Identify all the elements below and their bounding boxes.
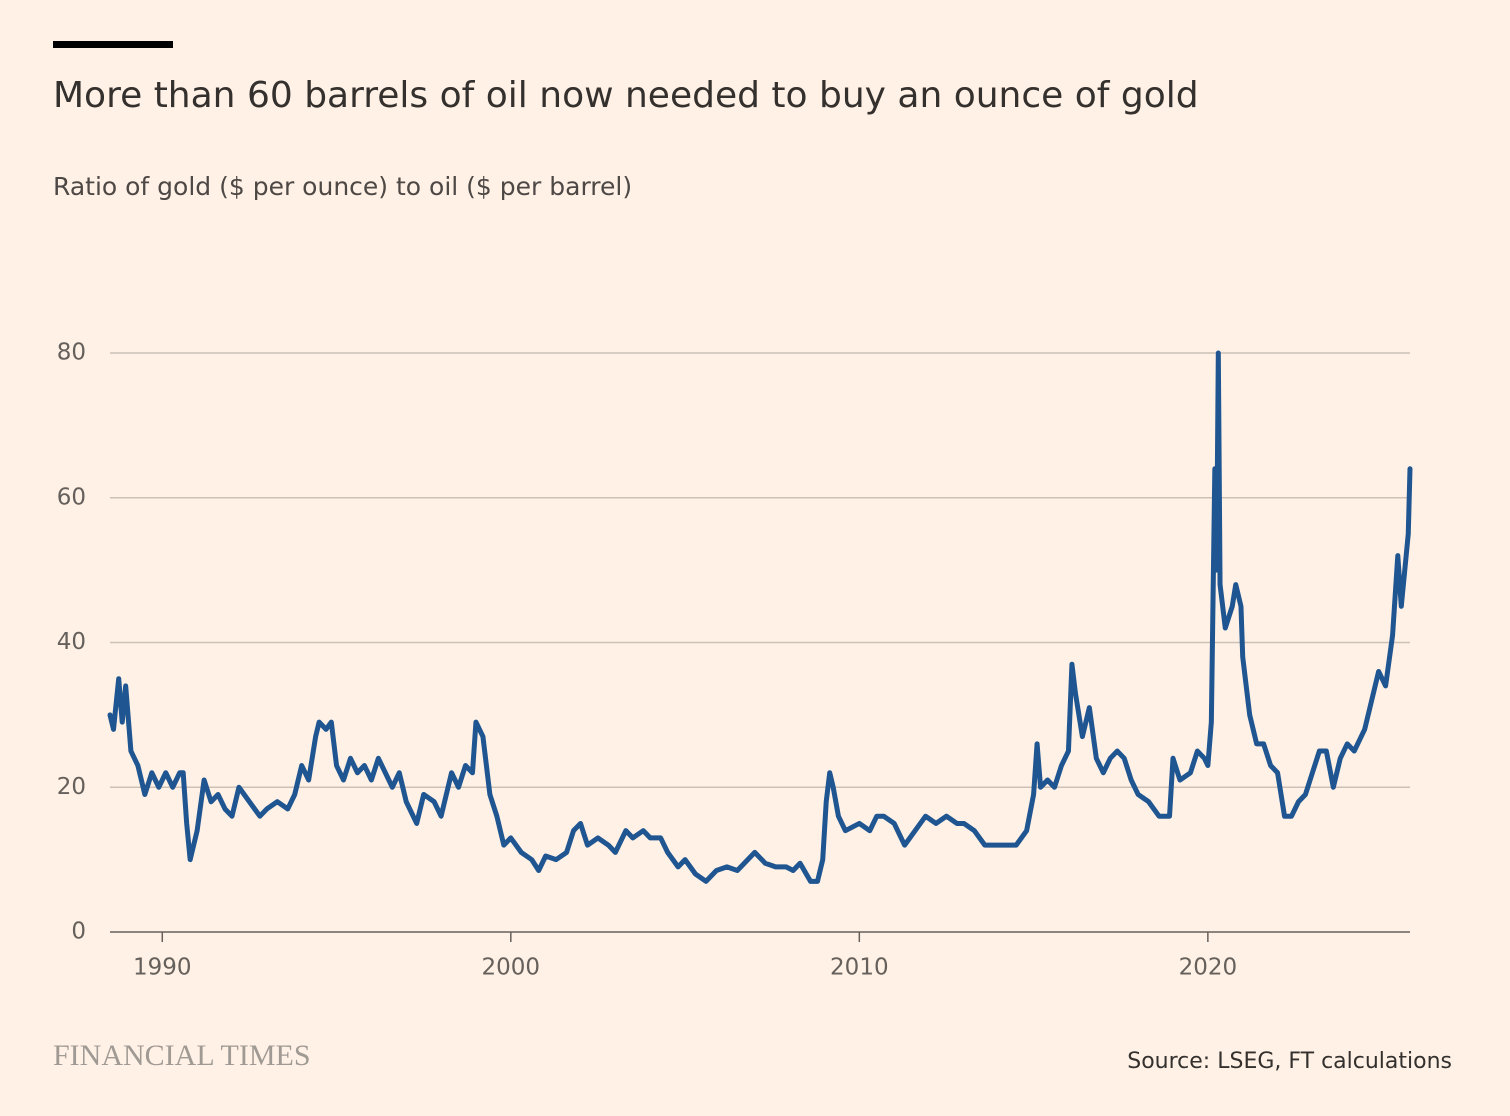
y-tick-label: 80	[57, 340, 86, 366]
brand: FINANCIAL TIMES	[53, 1039, 311, 1072]
chart-title: More than 60 barrels of oil now needed t…	[53, 75, 1199, 116]
y-tick-label: 20	[57, 774, 86, 800]
x-tick-label: 2000	[482, 955, 541, 981]
y-tick-label: 60	[57, 484, 86, 510]
x-tick-label: 2010	[830, 955, 889, 981]
x-tick-label: 1990	[133, 955, 192, 981]
header-bar	[53, 41, 173, 48]
y-tick-label: 40	[57, 629, 86, 655]
y-tick-label: 0	[71, 919, 86, 945]
source: Source: LSEG, FT calculations	[1127, 1049, 1452, 1074]
x-tick-label: 2020	[1179, 955, 1238, 981]
chart-subtitle: Ratio of gold ($ per ounce) to oil ($ pe…	[53, 172, 632, 201]
data-line	[107, 350, 1413, 884]
